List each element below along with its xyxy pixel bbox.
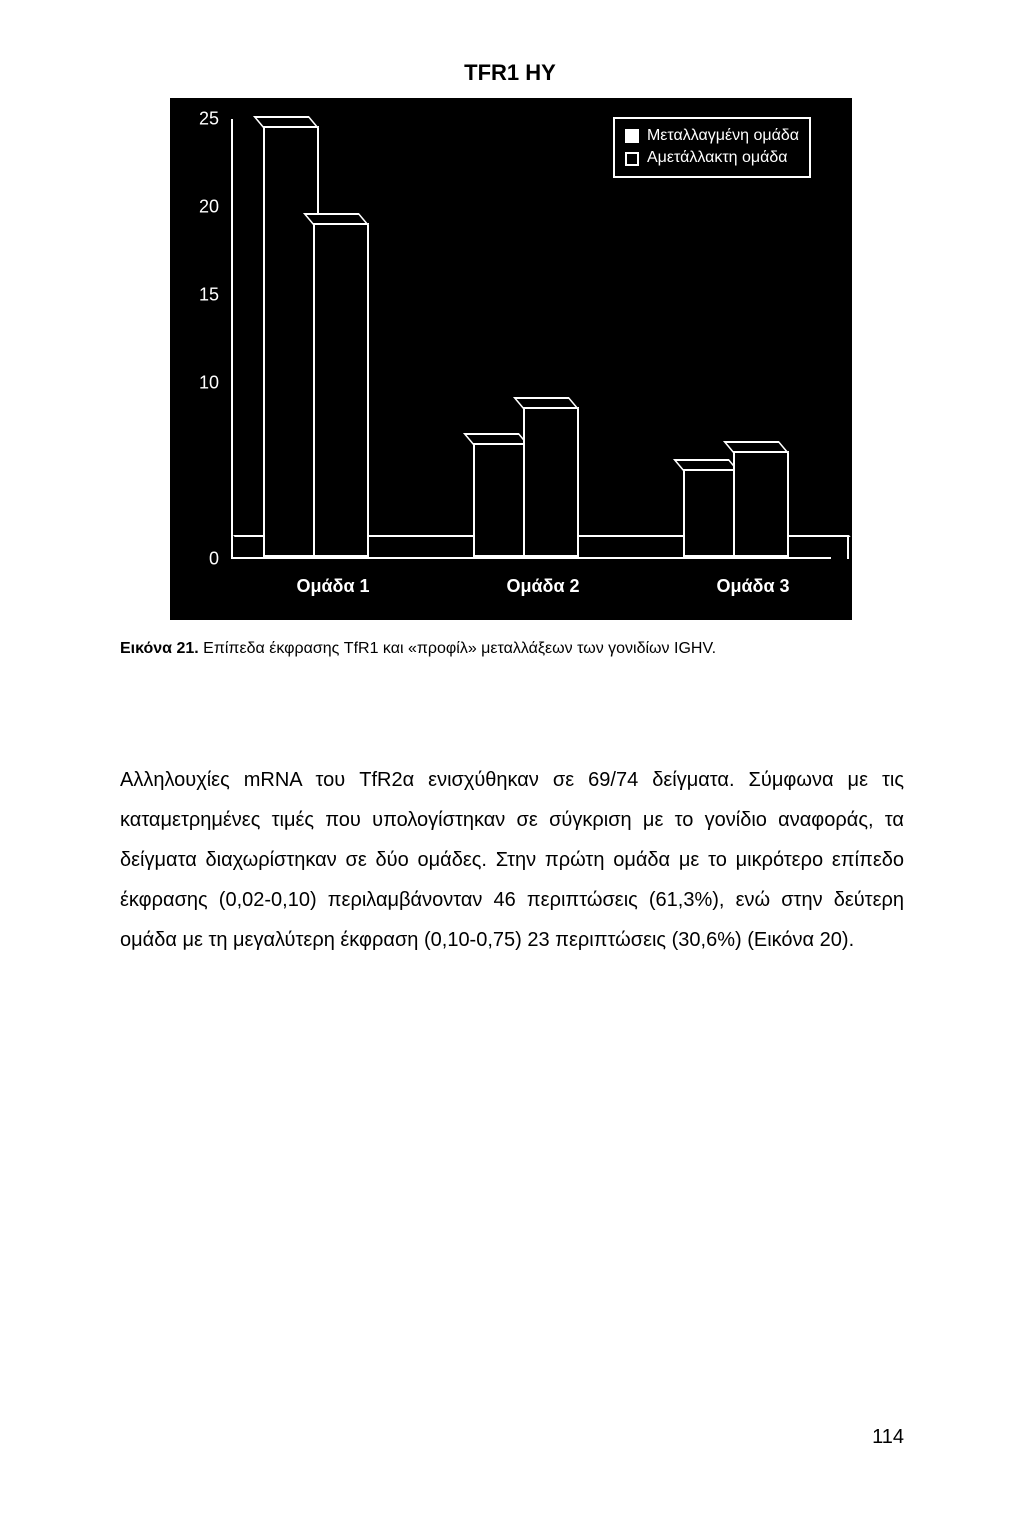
bar-g3-series2 — [733, 451, 789, 557]
bar-g1-series2 — [313, 223, 369, 557]
figure-caption: Εικόνα 21. Επίπεδα έκφρασης TfR1 και «πρ… — [120, 640, 904, 658]
page-number: 114 — [872, 1426, 904, 1449]
bar-g2-series1 — [473, 443, 529, 557]
ytick-10: 10 — [185, 373, 219, 394]
plot-area: Ομάδα 1 Ομάδα 2 Ομάδα 3 — [231, 119, 831, 559]
chart: TFR1 HY 25 20 15 10 0 Μεταλλαγμένη ομάδα… — [170, 60, 850, 620]
chart-title: TFR1 HY — [170, 60, 850, 86]
figure-caption-label: Εικόνα 21. — [120, 640, 199, 657]
bar-g3-series1 — [683, 469, 739, 557]
ytick-20: 20 — [185, 197, 219, 218]
bar-g1-series1 — [263, 126, 319, 557]
x-category-1: Ομάδα 1 — [253, 576, 413, 597]
bar-g2-series2 — [523, 407, 579, 557]
chart-body: 25 20 15 10 0 Μεταλλαγμένη ομάδα Αμετάλλ… — [170, 98, 852, 620]
ytick-15: 15 — [185, 285, 219, 306]
ytick-0: 0 — [185, 549, 219, 570]
x-category-2: Ομάδα 2 — [463, 576, 623, 597]
body-paragraph: Αλληλουχίες mRNA του TfR2α ενισχύθηκαν σ… — [120, 760, 904, 960]
page: TFR1 HY 25 20 15 10 0 Μεταλλαγμένη ομάδα… — [0, 0, 1024, 1519]
ytick-25: 25 — [185, 109, 219, 130]
figure-caption-text: Επίπεδα έκφρασης TfR1 και «προφίλ» μεταλ… — [203, 640, 716, 657]
x-category-3: Ομάδα 3 — [673, 576, 833, 597]
